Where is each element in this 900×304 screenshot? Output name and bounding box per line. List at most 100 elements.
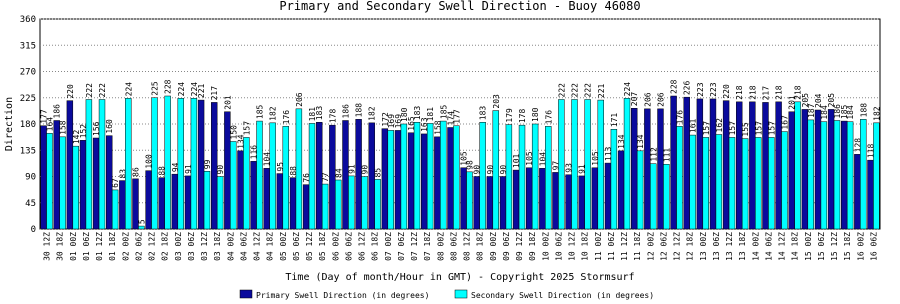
- value-label: 171: [610, 113, 619, 128]
- x-tick-label: 11 06Z: [607, 232, 616, 261]
- bar: [132, 178, 139, 230]
- x-tick-label: 14 00Z: [751, 232, 760, 261]
- x-tick-label: 30 12Z: [43, 232, 52, 261]
- bar: [545, 126, 552, 230]
- bar: [111, 189, 119, 230]
- value-label: 221: [197, 83, 206, 98]
- value-label: 169: [394, 114, 403, 129]
- value-label: 91: [347, 164, 356, 174]
- value-label: 85: [374, 168, 383, 178]
- value-label: 182: [872, 106, 881, 121]
- bar: [250, 161, 257, 230]
- x-tick-label: 10 00Z: [541, 232, 550, 261]
- x-tick-label: 11 12Z: [620, 232, 629, 261]
- y-tick-label: 135: [20, 146, 36, 156]
- x-tick-label: 30 18Z: [56, 232, 65, 261]
- value-label: 105: [591, 151, 600, 166]
- value-label: 217: [210, 86, 219, 101]
- value-label: 204: [814, 93, 823, 108]
- bar: [479, 122, 486, 230]
- value-label: 221: [597, 83, 606, 98]
- y-tick-label: 180: [20, 120, 36, 130]
- bar: [584, 99, 591, 230]
- value-label: 118: [866, 144, 875, 159]
- x-tick-label: 05 12Z: [305, 232, 314, 261]
- value-label: 157: [754, 121, 763, 136]
- bar: [636, 150, 644, 230]
- value-label: 176: [282, 110, 291, 125]
- bar: [151, 97, 158, 230]
- value-label: 217: [761, 86, 770, 101]
- bar: [623, 98, 631, 230]
- bar: [801, 109, 809, 230]
- value-label: 206: [295, 92, 304, 107]
- bar: [683, 96, 690, 230]
- bar: [426, 123, 434, 230]
- value-label: 150: [229, 125, 238, 140]
- bar: [348, 175, 355, 230]
- bar: [72, 145, 79, 230]
- legend-swatch: [239, 289, 253, 299]
- value-label: 93: [565, 163, 574, 173]
- bar: [558, 99, 565, 230]
- bar: [650, 163, 657, 230]
- bar: [578, 175, 585, 230]
- bar: [407, 132, 415, 230]
- value-label: 206: [656, 92, 665, 107]
- bar: [400, 123, 408, 230]
- bar: [308, 123, 316, 230]
- bar: [610, 129, 618, 230]
- value-label: 176: [544, 110, 553, 125]
- bar: [374, 179, 381, 230]
- value-label: 218: [775, 85, 784, 100]
- value-label: 88: [158, 166, 167, 176]
- value-label: 183: [479, 106, 488, 121]
- bar: [867, 159, 874, 230]
- value-label: 224: [177, 82, 186, 97]
- x-tick-label: 02 12Z: [148, 232, 157, 261]
- value-label: 94: [171, 162, 180, 172]
- bar: [85, 99, 93, 230]
- value-label: 218: [735, 85, 744, 100]
- bar: [466, 171, 473, 230]
- bar: [335, 179, 342, 230]
- value-label: 157: [767, 121, 776, 136]
- x-tick-label: 03 06Z: [187, 232, 196, 261]
- value-label: 225: [151, 81, 160, 96]
- bar: [53, 120, 60, 230]
- bar: [788, 111, 795, 230]
- value-label: 90: [486, 165, 495, 175]
- x-tick-label: 09 18Z: [528, 232, 537, 261]
- value-label: 201: [788, 95, 797, 110]
- bar: [696, 98, 704, 230]
- bar: [663, 164, 670, 230]
- x-tick-label: 01 12Z: [95, 232, 104, 261]
- x-tick-label: 03 18Z: [213, 232, 222, 261]
- bar: [539, 168, 546, 230]
- bar: [282, 126, 289, 230]
- value-label: 181: [308, 107, 317, 122]
- bar: [394, 130, 402, 230]
- value-label: 84: [334, 168, 343, 178]
- value-label: 158: [59, 120, 68, 135]
- x-tick-label: 10 06Z: [554, 232, 563, 261]
- value-label: 164: [46, 117, 55, 132]
- x-tick-label: 04 18Z: [266, 232, 275, 261]
- bar: [518, 124, 526, 230]
- bar: [237, 150, 244, 230]
- value-label: 178: [518, 109, 527, 124]
- x-tick-label: 05 00Z: [279, 232, 288, 261]
- value-label: 105: [525, 151, 534, 166]
- bar: [689, 134, 696, 230]
- value-label: 223: [709, 82, 718, 97]
- value-label: 184: [820, 105, 829, 120]
- value-label: 186: [341, 104, 350, 119]
- value-label: 223: [696, 82, 705, 97]
- value-label: 184: [846, 105, 855, 120]
- x-tick-label: 04 00Z: [226, 232, 235, 261]
- x-axis-label: Time (Day of month/Hour in GMT) - Copyri…: [285, 272, 634, 283]
- value-label: 104: [263, 152, 272, 167]
- bar: [79, 140, 87, 230]
- value-label: 134: [236, 134, 245, 149]
- bar: [368, 122, 375, 230]
